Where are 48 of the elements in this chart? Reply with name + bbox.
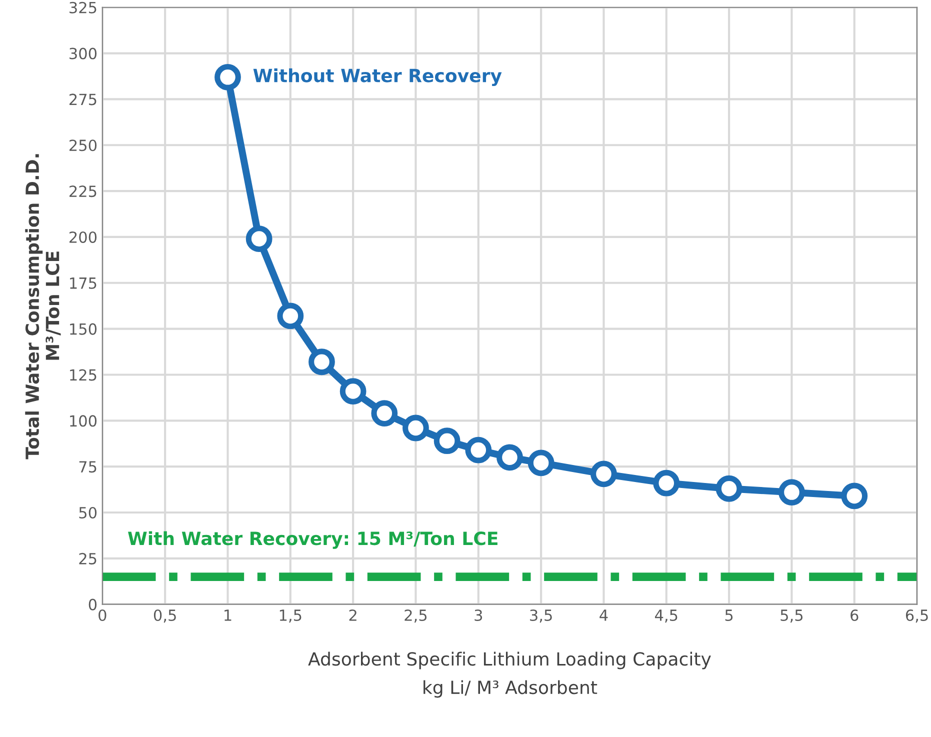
y-tick-label: 275 [70, 94, 96, 106]
point [214, 64, 241, 90]
point [778, 479, 805, 506]
y-tick-label: 150 [70, 323, 97, 335]
y-tick-label: 75 [79, 461, 96, 473]
point [653, 470, 680, 496]
point [371, 400, 398, 427]
y-tick-label: 325 [70, 2, 96, 14]
point [308, 348, 335, 376]
y-tick-label: 225 [70, 186, 96, 198]
x-tick-label: 2 [349, 609, 356, 621]
point [496, 444, 523, 471]
series-label: Without Water Recovery [253, 68, 502, 86]
x-tick-label: 0,5 [154, 609, 176, 623]
point [246, 226, 272, 252]
y-tick-label: 100 [70, 415, 97, 427]
x-tick-label: 5,5 [780, 610, 803, 623]
x-tick-label: 4,5 [654, 610, 678, 623]
y-tick-label: 250 [70, 140, 97, 152]
point [841, 482, 868, 510]
x-tick-label: 6 [850, 609, 858, 622]
y-tick-label: 50 [79, 506, 97, 519]
x-tick-label: 0 [98, 609, 106, 622]
y-axis-title: Total Water Consumption D.D. M³/Ton LCE [25, 154, 61, 460]
x-tick-label: 1 [224, 610, 232, 621]
point [277, 302, 304, 330]
point [590, 460, 617, 488]
point [402, 414, 429, 442]
x-axis-title: Adsorbent Specific Lithium Loading Capacity kg Li/ M³ Adsorbent [308, 652, 711, 698]
y-tick-label: 300 [70, 48, 97, 60]
y-tick-label: 175 [70, 278, 96, 289]
x-tick-label: 2,5 [404, 609, 427, 623]
point [434, 428, 460, 454]
y-tick-label: 125 [70, 369, 96, 381]
y-tick-label: 200 [70, 231, 97, 243]
x-tick-label: 5 [725, 610, 733, 622]
point [528, 450, 554, 476]
x-tick-label: 4 [600, 610, 608, 621]
x-tick-label: 1,5 [280, 610, 302, 623]
y-tick-label: 0 [88, 598, 97, 610]
x-tick-label: 6,5 [906, 609, 928, 623]
point [340, 378, 366, 404]
point [716, 475, 742, 502]
y-tick-label: 25 [79, 552, 96, 564]
x-tick-label: 3,5 [530, 609, 552, 623]
x-tick-label: 3 [474, 609, 482, 622]
point [465, 436, 492, 464]
ref-line-label: With Water Recovery: 15 M³/Ton LCE [128, 531, 498, 549]
